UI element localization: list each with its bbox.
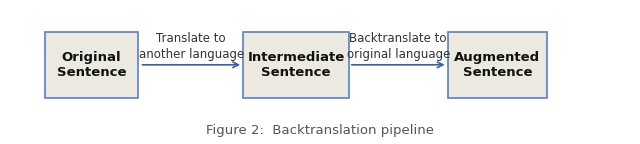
Text: original language: original language xyxy=(346,48,450,61)
Text: Intermediate
Sentence: Intermediate Sentence xyxy=(247,51,344,79)
Text: Backtranslate to: Backtranslate to xyxy=(349,32,447,45)
Text: Original
Sentence: Original Sentence xyxy=(57,51,126,79)
FancyBboxPatch shape xyxy=(45,32,138,98)
Text: Figure 2:  Backtranslation pipeline: Figure 2: Backtranslation pipeline xyxy=(206,124,434,137)
Text: Translate to: Translate to xyxy=(156,32,226,45)
FancyBboxPatch shape xyxy=(448,32,547,98)
Text: Augmented
Sentence: Augmented Sentence xyxy=(454,51,541,79)
Text: another language: another language xyxy=(139,48,244,61)
FancyBboxPatch shape xyxy=(243,32,349,98)
